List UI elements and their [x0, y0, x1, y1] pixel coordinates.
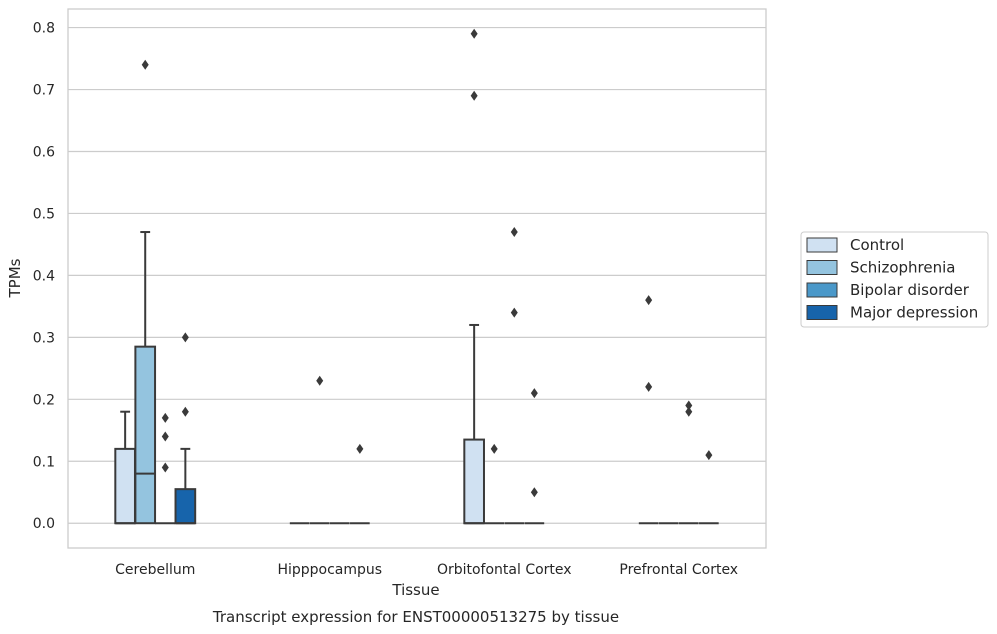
legend-swatch — [806, 305, 838, 320]
box-2-3 — [678, 400, 699, 525]
legend-entry: Control — [850, 236, 904, 254]
outlier-point — [470, 28, 478, 39]
outlier-point — [141, 59, 149, 70]
outlier-point — [705, 450, 713, 461]
x-tick-label: Prefrontal Cortex — [619, 562, 738, 578]
outlier-point — [530, 487, 538, 498]
outlier-point — [685, 400, 693, 411]
outlier-point — [161, 431, 169, 442]
outlier-point — [181, 332, 189, 343]
outlier-point — [316, 375, 324, 386]
x-tick-label: Hipppocampus — [277, 562, 382, 578]
legend-entry: Schizophrenia — [850, 259, 955, 277]
box-2-0 — [155, 412, 176, 525]
box-1-2 — [484, 443, 505, 525]
y-tick-label: 0.1 — [33, 454, 55, 470]
outlier-point — [161, 462, 169, 473]
box-0-2 — [463, 28, 485, 525]
box-2-2 — [504, 227, 525, 525]
y-axis-label: TPMs — [6, 258, 24, 298]
box-3-1 — [350, 443, 370, 525]
y-tick-labels: 0.0 0.1 0.2 0.3 0.4 0.5 0.6 0.7 0.8 — [33, 21, 55, 533]
boxes — [114, 28, 719, 525]
outlier-point — [530, 388, 538, 399]
box-body — [114, 447, 136, 525]
box-3-2 — [524, 388, 545, 525]
box-0-3 — [638, 295, 659, 525]
legend-swatch — [806, 282, 838, 298]
y-tick-label: 0.8 — [33, 21, 55, 37]
outlier-point — [470, 90, 478, 101]
outlier-point — [645, 381, 653, 392]
legend-frame — [800, 231, 989, 328]
box-1-0 — [134, 59, 157, 525]
y-tick-label: 0.0 — [33, 516, 55, 532]
y-tick-label: 0.4 — [33, 268, 55, 284]
plot-area-frame — [67, 8, 767, 549]
box-body — [134, 345, 157, 525]
x-tick-label: Orbitofontal Cortex — [437, 562, 572, 578]
y-tick-label: 0.7 — [33, 83, 55, 99]
outlier-point — [181, 406, 189, 417]
outlier-point — [356, 443, 364, 454]
outlier-point — [161, 412, 169, 423]
x-tick-labels: Cerebellum Hipppocampus Orbitofontal Corte… — [115, 562, 738, 578]
outlier-point — [685, 406, 693, 417]
box-0-0 — [114, 410, 136, 525]
chart-caption: Transcript expression for ENST0000051327… — [212, 608, 619, 626]
legend-entry: Major depression — [850, 304, 978, 322]
y-tick-label: 0.6 — [33, 144, 55, 160]
legend: Control Schizophrenia Bipolar disorder Majo… — [800, 231, 989, 328]
box-3-3 — [699, 450, 719, 525]
box-body — [463, 438, 485, 525]
box-1-1 — [309, 375, 330, 525]
x-axis-label: Tissue — [391, 581, 439, 599]
outlier-point — [510, 307, 518, 318]
legend-swatch — [806, 260, 838, 275]
outlier-point — [510, 227, 518, 238]
y-grid-lines — [68, 26, 766, 524]
legend-entry: Bipolar disorder — [850, 281, 970, 299]
outlier-point — [490, 443, 498, 454]
x-tick-label: Cerebellum — [115, 562, 195, 578]
box-body — [174, 488, 197, 525]
outlier-point — [645, 295, 653, 306]
y-tick-label: 0.2 — [33, 392, 55, 408]
legend-swatch — [806, 237, 838, 253]
y-tick-label: 0.5 — [33, 206, 55, 222]
y-tick-label: 0.3 — [33, 330, 55, 346]
box-3-0 — [174, 332, 197, 525]
